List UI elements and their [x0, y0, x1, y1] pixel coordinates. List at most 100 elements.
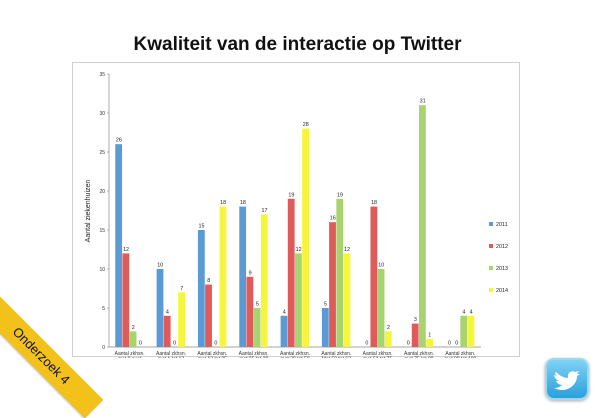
x-tick-label: Aantal zkhsn.met 0 punt [115, 351, 145, 358]
data-label: 5 [324, 302, 327, 308]
bar [411, 323, 419, 347]
data-label: 3 [414, 317, 417, 323]
data-label: 2 [387, 325, 390, 331]
bar [295, 253, 302, 347]
y-tick-label: 10 [99, 267, 105, 273]
data-label: 0 [365, 341, 368, 347]
x-tick-label: Aantal zkhsn.met 63 tot 75punten [363, 351, 393, 358]
data-label: 4 [166, 309, 169, 315]
chart-legend: 2011 2012 2013 2014 [489, 222, 508, 294]
data-label: 18 [240, 200, 246, 206]
data-label: 12 [123, 247, 129, 253]
y-axis-ticks: 0 5 10 15 20 25 30 35 [99, 72, 109, 351]
data-label: 18 [371, 200, 377, 206]
x-tick-label: Aantal zkhsn.met 13 tot 25punten [197, 351, 227, 358]
bar [321, 308, 329, 347]
legend-label: 2013 [496, 266, 508, 272]
data-label: 4 [283, 309, 286, 315]
data-label: 2 [132, 325, 135, 331]
bar [329, 222, 336, 347]
bar [302, 128, 309, 347]
bar [260, 214, 268, 347]
data-label: 10 [378, 263, 384, 269]
bar [205, 284, 212, 347]
bar [280, 315, 288, 347]
x-tick-label: Aantal zkhsn.met 38 tot 50punten [280, 351, 310, 358]
data-label: 0 [139, 341, 142, 347]
bar [163, 315, 171, 347]
bar [336, 198, 344, 347]
twitter-bird-icon [554, 371, 580, 390]
data-label: 1 [428, 333, 431, 339]
data-label: 31 [420, 99, 426, 105]
data-label: 19 [288, 192, 294, 198]
data-label: 8 [207, 278, 210, 284]
data-label: 15 [199, 224, 205, 230]
data-label: 19 [337, 192, 343, 198]
legend-label: 2012 [496, 244, 508, 250]
bar [178, 292, 185, 347]
data-label: 16 [330, 216, 336, 222]
legend-swatch [489, 266, 493, 270]
data-label: 4 [470, 309, 473, 315]
legend-swatch [489, 288, 493, 292]
y-tick-label: 35 [99, 72, 105, 78]
bar [287, 198, 295, 347]
bar [426, 339, 433, 347]
data-label: 0 [173, 341, 176, 347]
data-label: 18 [220, 200, 226, 206]
y-tick-label: 15 [99, 228, 105, 234]
data-label: 0 [455, 341, 458, 347]
y-tick-label: 0 [102, 345, 105, 351]
bar [467, 315, 475, 347]
x-tick-label: Aantal zkhsn.met 25 tot 38punten [239, 351, 269, 358]
x-axis-labels: Aantal zkhsn.met 0 punt Aantal zkhsn.met … [115, 351, 477, 358]
bar [156, 269, 164, 347]
data-label: 0 [407, 341, 410, 347]
x-tick-label: Aantal zkhsn.met 1 tot 13punten [156, 351, 186, 358]
bar [343, 253, 351, 347]
data-label: 12 [344, 247, 350, 253]
y-tick-label: 25 [99, 150, 105, 156]
data-label: 26 [116, 138, 122, 144]
data-label: 0 [214, 341, 217, 347]
chart-bars [115, 105, 475, 347]
data-label: 4 [462, 309, 465, 315]
bar [122, 253, 130, 347]
bar [197, 230, 205, 347]
y-tick-label: 5 [102, 306, 105, 312]
legend-swatch [489, 222, 493, 226]
legend-label: 2014 [496, 288, 508, 294]
twitter-logo [545, 358, 589, 400]
bar [115, 144, 123, 347]
bar [370, 206, 378, 347]
x-tick-label: Aantal zkhsn.Met 50 tot 63punten [321, 351, 351, 358]
x-tick-label: Aantal zkhsn.met 88 tot 100punten [444, 351, 476, 358]
chart-title: Kwaliteit van de interactie op Twitter [133, 34, 462, 55]
bar [384, 331, 392, 347]
y-axis-label: Aantal ziekenhuizen [85, 180, 92, 243]
y-tick-label: 30 [99, 111, 105, 117]
data-label: 0 [448, 341, 451, 347]
legend-label: 2011 [496, 222, 508, 228]
bar [129, 331, 137, 347]
bar [239, 206, 247, 347]
data-label: 17 [261, 208, 267, 214]
bar [219, 206, 227, 347]
data-label: 7 [180, 286, 183, 292]
bar [253, 308, 261, 347]
data-label: 9 [249, 270, 252, 276]
data-label: 12 [296, 247, 302, 253]
data-label: 5 [256, 302, 259, 308]
legend-swatch [489, 244, 493, 248]
data-label: 10 [157, 263, 163, 269]
bar [419, 105, 426, 347]
y-tick-label: 20 [99, 189, 105, 195]
data-label: 28 [303, 122, 309, 128]
x-tick-label: Aantal zkhsn.met 75 tot 88punten [404, 351, 434, 358]
chart-frame: 0 5 10 15 20 25 30 35 26 10 15 18 4 5 0 0 0 12 4 8 9 19 16 18 3… [72, 62, 520, 358]
bar [460, 315, 468, 347]
bar [246, 276, 254, 347]
